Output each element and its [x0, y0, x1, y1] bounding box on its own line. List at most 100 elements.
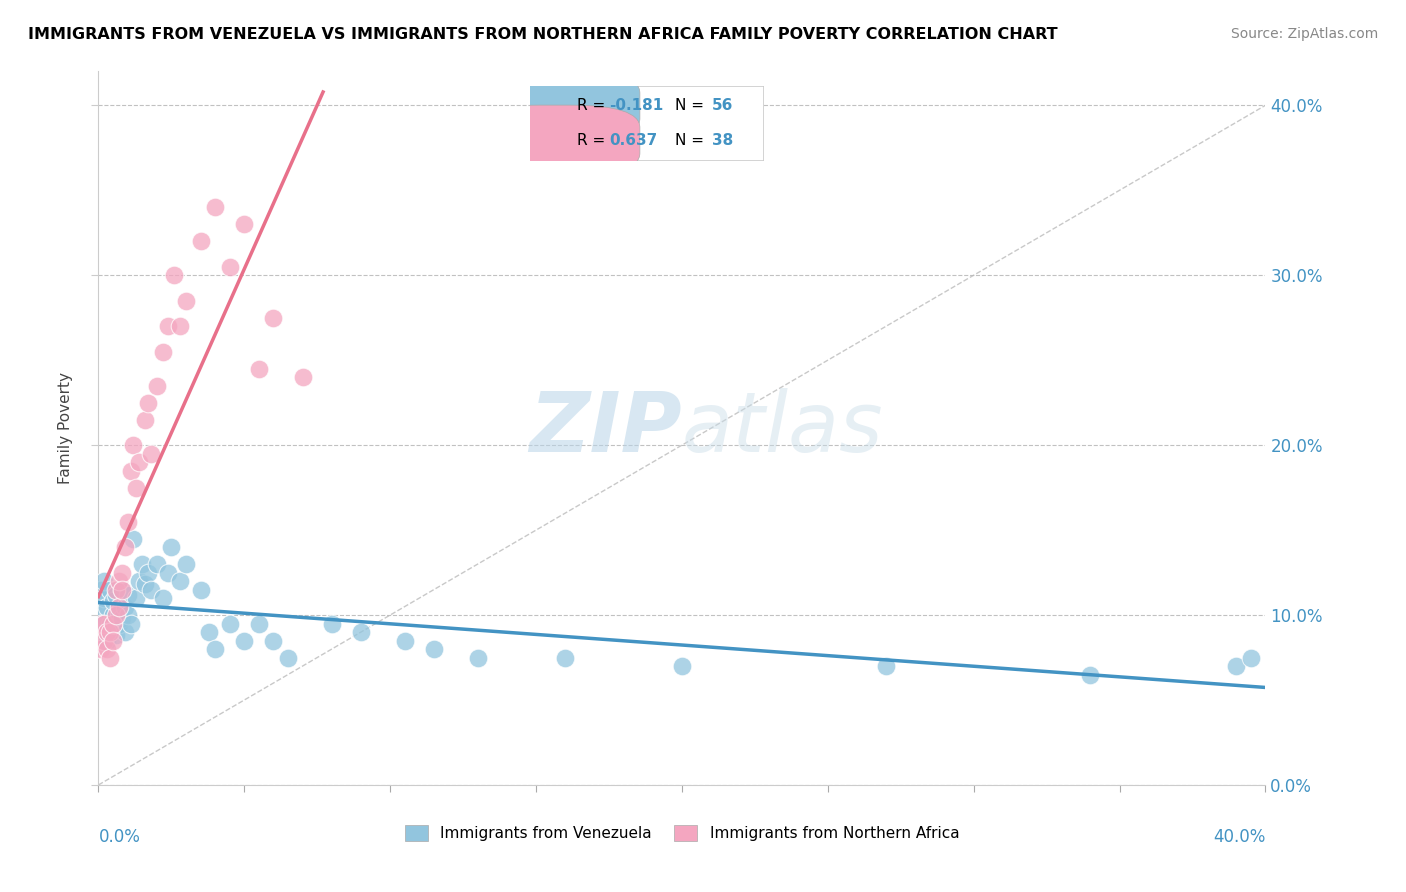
- Y-axis label: Family Poverty: Family Poverty: [58, 372, 73, 484]
- Point: [262, 310, 284, 325]
- Point: [128, 574, 150, 588]
- Point: [90, 608, 112, 623]
- Point: [204, 642, 226, 657]
- Point: [93, 591, 115, 605]
- Point: [247, 616, 270, 631]
- Point: [96, 642, 118, 657]
- Point: [321, 616, 343, 631]
- Point: [136, 566, 159, 580]
- Point: [101, 616, 124, 631]
- Point: [104, 608, 127, 623]
- Point: [139, 582, 162, 597]
- Point: [291, 370, 314, 384]
- Point: [114, 540, 136, 554]
- Point: [218, 260, 240, 274]
- Point: [98, 616, 121, 631]
- Point: [139, 447, 162, 461]
- Point: [101, 594, 124, 608]
- Point: [262, 633, 284, 648]
- Point: [93, 616, 115, 631]
- Point: [146, 378, 169, 392]
- Point: [117, 588, 139, 602]
- Point: [204, 200, 226, 214]
- Point: [96, 633, 118, 648]
- Text: Source: ZipAtlas.com: Source: ZipAtlas.com: [1230, 27, 1378, 41]
- Point: [117, 515, 139, 529]
- Point: [120, 464, 142, 478]
- Point: [218, 616, 240, 631]
- Point: [114, 599, 136, 614]
- Point: [114, 625, 136, 640]
- Text: 0.0%: 0.0%: [98, 828, 141, 846]
- Point: [394, 633, 416, 648]
- Point: [98, 625, 121, 640]
- Point: [90, 582, 112, 597]
- Point: [875, 659, 897, 673]
- Text: ZIP: ZIP: [529, 388, 682, 468]
- Point: [98, 650, 121, 665]
- Point: [467, 650, 489, 665]
- Point: [160, 540, 183, 554]
- Point: [96, 599, 118, 614]
- Point: [1225, 659, 1247, 673]
- Point: [1240, 650, 1263, 665]
- Point: [96, 625, 118, 640]
- Point: [104, 628, 127, 642]
- Text: atlas: atlas: [682, 388, 883, 468]
- Point: [90, 642, 112, 657]
- Point: [1080, 667, 1102, 681]
- Point: [198, 625, 221, 640]
- Point: [157, 319, 180, 334]
- Point: [174, 293, 197, 308]
- Point: [108, 574, 131, 588]
- Point: [98, 582, 121, 597]
- Point: [136, 395, 159, 409]
- Point: [108, 616, 131, 631]
- Point: [108, 599, 131, 614]
- Point: [134, 577, 156, 591]
- Point: [111, 566, 134, 580]
- Point: [120, 616, 142, 631]
- Point: [122, 532, 145, 546]
- Point: [93, 616, 115, 631]
- Point: [169, 319, 191, 334]
- Point: [190, 234, 212, 248]
- Point: [93, 574, 115, 588]
- Point: [122, 438, 145, 452]
- Point: [247, 361, 270, 376]
- Point: [90, 616, 112, 631]
- Point: [350, 625, 373, 640]
- Point: [125, 591, 148, 605]
- Point: [111, 582, 134, 597]
- Legend: Immigrants from Venezuela, Immigrants from Northern Africa: Immigrants from Venezuela, Immigrants fr…: [396, 817, 967, 848]
- Point: [128, 455, 150, 469]
- Point: [174, 557, 197, 571]
- Point: [101, 633, 124, 648]
- Point: [146, 557, 169, 571]
- Point: [190, 582, 212, 597]
- Point: [111, 582, 134, 597]
- Point: [93, 633, 115, 648]
- Point: [277, 650, 299, 665]
- Point: [111, 611, 134, 625]
- Point: [554, 650, 576, 665]
- Point: [233, 217, 256, 231]
- Point: [117, 608, 139, 623]
- Point: [134, 412, 156, 426]
- Point: [131, 557, 153, 571]
- Point: [233, 633, 256, 648]
- Point: [98, 625, 121, 640]
- Point: [104, 588, 127, 602]
- Point: [157, 566, 180, 580]
- Point: [423, 642, 446, 657]
- Point: [169, 574, 191, 588]
- Text: IMMIGRANTS FROM VENEZUELA VS IMMIGRANTS FROM NORTHERN AFRICA FAMILY POVERTY CORR: IMMIGRANTS FROM VENEZUELA VS IMMIGRANTS …: [28, 27, 1057, 42]
- Point: [152, 344, 174, 359]
- Point: [104, 582, 127, 597]
- Point: [671, 659, 693, 673]
- Point: [163, 268, 186, 283]
- Point: [125, 481, 148, 495]
- Point: [101, 622, 124, 636]
- Point: [108, 605, 131, 619]
- Point: [152, 591, 174, 605]
